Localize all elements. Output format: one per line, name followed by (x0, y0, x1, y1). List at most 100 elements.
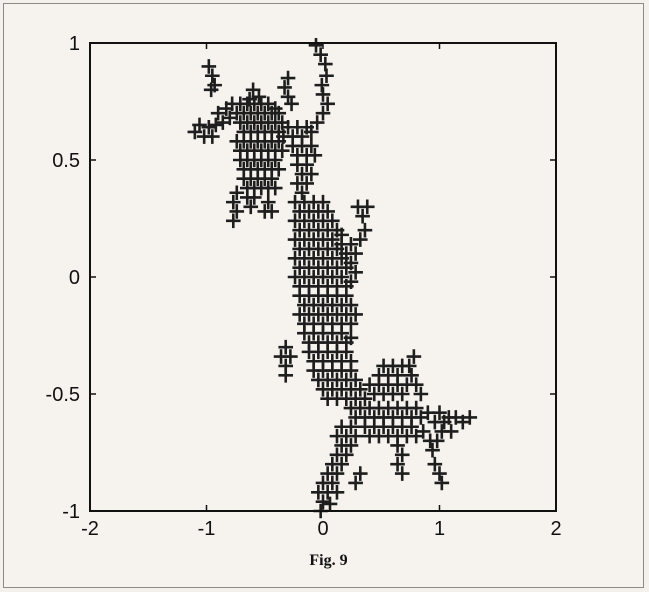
data-point-plus (390, 438, 405, 453)
data-point-plus (304, 124, 319, 140)
data-point-plus (352, 232, 368, 247)
data-point-plus (343, 330, 359, 346)
data-point-plus (304, 138, 319, 154)
data-points (187, 38, 478, 519)
data-point-plus (462, 410, 478, 425)
data-point-plus (205, 68, 220, 84)
data-point-plus (315, 105, 331, 121)
data-point-plus (406, 349, 422, 364)
data-point-plus (434, 424, 450, 439)
data-point-plus (339, 288, 354, 304)
data-point-plus (427, 456, 443, 472)
data-point-plus (318, 56, 333, 72)
data-point-plus (260, 194, 276, 210)
data-point-plus (192, 117, 207, 133)
data-point-plus (343, 316, 359, 332)
data-point-plus (343, 419, 359, 435)
data-point-plus (357, 222, 373, 238)
data-point-plus (357, 391, 373, 406)
data-point-plus (394, 447, 410, 463)
data-point-plus (320, 466, 335, 481)
data-point-plus (343, 236, 359, 252)
data-point-plus (343, 363, 359, 378)
data-point-plus (299, 157, 314, 172)
data-point-plus (334, 269, 349, 285)
data-point-plus (271, 162, 287, 177)
tick-labels: -2 -1 0 1 2-1-0.500.51 (46, 33, 562, 540)
y-tick-label: -1 (62, 501, 80, 523)
data-point-plus (245, 82, 261, 98)
data-point-plus (294, 185, 310, 201)
data-point-plus (277, 80, 292, 95)
data-point-plus (390, 367, 405, 383)
data-point-plus (339, 344, 354, 360)
data-point-plus (315, 494, 331, 509)
data-point-plus (429, 433, 445, 449)
data-point-plus (264, 204, 280, 219)
data-point-plus (343, 297, 359, 313)
data-point-plus (404, 367, 419, 383)
figure-caption: Fig. 9 (309, 552, 348, 569)
data-point-plus (274, 143, 290, 158)
data-point-plus (352, 466, 368, 481)
data-point-plus (271, 105, 287, 121)
data-point-plus (299, 176, 314, 191)
data-point-plus (267, 180, 283, 196)
data-point-plus (313, 47, 328, 62)
data-point-plus (359, 199, 375, 215)
data-point-plus (325, 232, 340, 247)
x-tick-label: -1 (198, 518, 216, 540)
data-point-plus (264, 171, 280, 187)
data-point-plus (283, 349, 298, 364)
x-tick-label: 0 (317, 518, 328, 540)
data-point-plus (280, 70, 296, 86)
data-point-plus (339, 447, 354, 463)
data-point-plus (308, 38, 324, 53)
data-point-plus (401, 358, 417, 374)
data-point-plus (348, 475, 363, 491)
y-tick-label: 0.5 (52, 150, 80, 172)
data-point-plus (343, 438, 359, 453)
data-point-plus (319, 68, 334, 84)
data-point-plus (243, 199, 259, 215)
data-point-plus (352, 382, 368, 397)
data-point-plus (348, 372, 363, 388)
data-point-plus (348, 265, 363, 280)
data-point-plus (278, 339, 294, 355)
data-point-plus (315, 475, 331, 491)
data-point-plus (201, 59, 217, 74)
data-point-plus (309, 115, 325, 130)
data-point-plus (394, 386, 410, 402)
data-point-plus (229, 185, 245, 201)
data-point-plus (432, 466, 447, 481)
data-point-plus (203, 82, 219, 98)
data-point-plus (315, 194, 331, 210)
data-point-plus (315, 87, 331, 102)
data-point-plus (408, 377, 424, 392)
data-point-plus (415, 424, 431, 439)
data-point-plus (425, 442, 440, 458)
data-point-plus (225, 213, 241, 229)
data-point-plus (267, 152, 283, 168)
data-point-plus (304, 166, 319, 182)
x-tick-label: 2 (550, 518, 561, 540)
x-tick-label: 1 (434, 518, 445, 540)
data-point-plus (225, 194, 241, 210)
data-point-plus (320, 204, 335, 219)
data-point-plus (343, 274, 359, 289)
data-point-plus (307, 148, 323, 163)
y-tick-label: -0.5 (46, 384, 80, 406)
data-point-plus (343, 255, 359, 271)
data-point-plus (205, 129, 220, 144)
data-point-plus (325, 213, 340, 229)
data-point-plus (322, 496, 338, 512)
data-point-plus (432, 405, 447, 421)
data-point-plus (311, 484, 326, 500)
data-point-plus (413, 386, 429, 402)
data-point-plus (334, 250, 349, 266)
data-point-plus (246, 190, 262, 205)
data-point-plus (394, 466, 410, 481)
y-tick-label: 0 (69, 267, 80, 289)
data-point-plus (434, 475, 450, 491)
